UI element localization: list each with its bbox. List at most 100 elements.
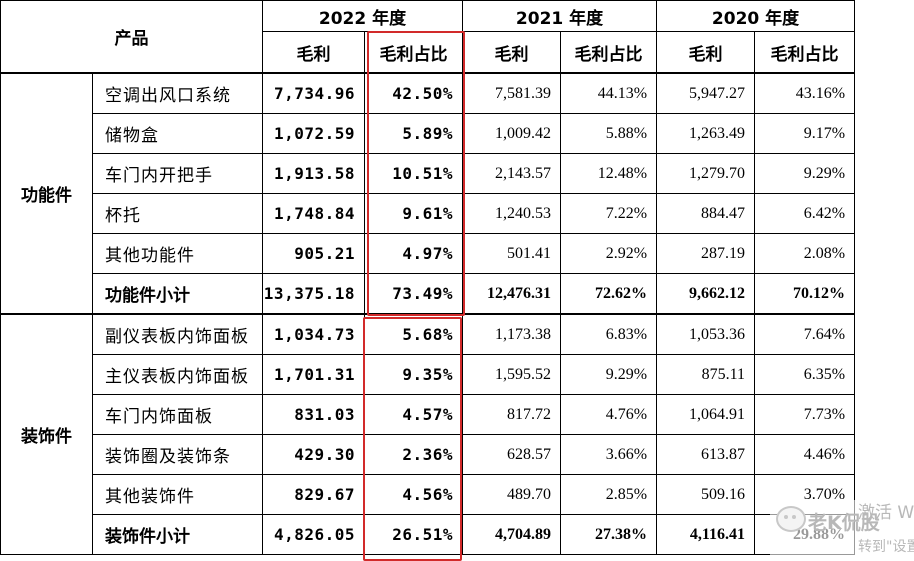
share-2020-cell: 6.35% [754,354,856,395]
gross-2021-cell: 501.41 [462,233,562,274]
gross-2022-cell: 1,701.31 [262,354,365,395]
table-row: 装饰件 副仪表板内饰面板 1,034.73 5.68% 1,173.38 6.83% 1,0… [0,313,856,555]
product-name-cell: 储物盒 [92,113,263,154]
gross-2021-cell: 1,595.52 [462,354,562,395]
share-2020-cell: 7.73% [754,394,856,435]
share-2022-cell: 9.61% [363,193,464,234]
gross-2020-cell: 287.19 [656,233,756,274]
share-2022-cell: 4.97% [363,233,464,274]
table-body: 功能件 空调出风口系统 7,734.96 42.50% 7,581.39 44.13% 5,… [0,72,856,555]
share-2021-cell: 5.88% [560,113,658,154]
header-gross-2021: 毛利 [462,31,562,74]
watermark-settings-text: 转到"设置 [858,539,914,555]
share-2021-cell: 2.92% [560,233,658,274]
gross-2020-cell: 1,263.49 [656,113,756,154]
product-name-cell: 功能件小计 [92,273,263,315]
gross-2020-cell: 509.16 [656,474,756,515]
share-2021-cell: 4.76% [560,394,658,435]
product-name-cell: 装饰件小计 [92,514,263,555]
share-2021-cell: 12.48% [560,153,658,194]
gross-2021-cell: 489.70 [462,474,562,515]
gross-2021-cell: 4,704.89 [462,514,562,555]
gross-2021-cell: 1,009.42 [462,113,562,154]
subtotal-row: 功能件小计 13,375.18 73.49% 12,476.31 72.62% 9,662… [1,273,856,315]
gross-2020-cell: 1,064.91 [656,394,756,435]
gross-2020-cell: 875.11 [656,354,756,395]
product-name-cell: 杯托 [92,193,263,234]
header-share-2021: 毛利占比 [560,31,658,74]
header-share-2020: 毛利占比 [754,31,856,74]
watermark-activate-text: 激活 W [858,503,914,523]
share-2021-cell: 27.38% [560,514,658,555]
table-row: 储物盒 1,072.59 5.89% 1,009.42 5.88% 1,263.49 9.1… [1,113,856,154]
share-2022-cell: 10.51% [363,153,464,194]
gross-profit-table: 产品 2022 年度 2021 年度 2020 年度 毛利 毛利占比 毛利 毛利… [0,0,856,555]
gross-2022-cell: 7,734.96 [262,72,365,114]
table-row: 主仪表板内饰面板 1,701.31 9.35% 1,595.52 9.29% 875.11… [1,354,856,395]
watermark-brand-text: 老K侃股 [808,512,880,534]
share-2022-cell: 2.36% [363,434,464,475]
share-2022-cell: 5.68% [363,313,464,355]
share-2021-cell: 9.29% [560,354,658,395]
product-name-cell: 装饰圈及装饰条 [92,434,263,475]
share-2020-cell: 6.42% [754,193,856,234]
category-cell: 功能件 [0,72,93,315]
gross-2021-cell: 2,143.57 [462,153,562,194]
gross-2022-cell: 429.30 [262,434,365,475]
share-2022-cell: 9.35% [363,354,464,395]
wechat-icon [776,506,806,532]
gross-2022-cell: 1,913.58 [262,153,365,194]
gross-2021-cell: 1,173.38 [462,313,562,355]
table-row: 功能件 空调出风口系统 7,734.96 42.50% 7,581.39 44.13% 5,… [0,72,856,315]
header-year-2022: 2022 年度 [261,0,464,32]
gross-2020-cell: 1,279.70 [656,153,756,194]
share-2020-cell: 7.64% [754,313,856,355]
gross-2021-cell: 12,476.31 [462,273,562,315]
product-name-cell: 其他装饰件 [92,474,263,515]
header-gross-2020: 毛利 [656,31,756,74]
product-name-cell: 其他功能件 [92,233,263,274]
header-share-2022: 毛利占比 [363,31,464,74]
gross-2022-cell: 831.03 [262,394,365,435]
share-2021-cell: 6.83% [560,313,658,355]
share-2021-cell: 7.22% [560,193,658,234]
gross-2022-cell: 905.21 [262,233,365,274]
gross-2022-cell: 829.67 [262,474,365,515]
product-name-cell: 车门内饰面板 [92,394,263,435]
table-row: 车门内饰面板 831.03 4.57% 817.72 4.76% 1,064.91 7.73… [1,394,856,435]
table-row: 装饰圈及装饰条 429.30 2.36% 628.57 3.66% 613.87 4.46% [1,434,856,475]
product-name-cell: 空调出风口系统 [92,72,263,114]
share-2020-cell: 4.46% [754,434,856,475]
header-product: 产品 [0,0,263,74]
header-gross-2022: 毛利 [262,31,365,74]
gross-2020-cell: 613.87 [656,434,756,475]
share-2020-cell: 9.17% [754,113,856,154]
gross-2021-cell: 1,240.53 [462,193,562,234]
gross-2022-cell: 1,748.84 [262,193,365,234]
gross-2022-cell: 4,826.05 [262,514,365,555]
gross-2020-cell: 1,053.36 [656,313,756,355]
header-year-2020: 2020 年度 [656,0,856,32]
gross-2021-cell: 817.72 [462,394,562,435]
gross-2022-cell: 13,375.18 [262,273,365,315]
gross-2022-cell: 1,034.73 [262,313,365,355]
share-2020-cell: 43.16% [754,72,856,114]
share-2020-cell: 70.12% [754,273,856,315]
gross-2020-cell: 9,662.12 [656,273,756,315]
share-2022-cell: 4.56% [363,474,464,515]
share-2022-cell: 4.57% [363,394,464,435]
share-2021-cell: 72.62% [560,273,658,315]
share-2020-cell: 2.08% [754,233,856,274]
product-name-cell: 车门内开把手 [92,153,263,194]
subtotal-row: 装饰件小计 4,826.05 26.51% 4,704.89 27.38% 4,116.4… [1,514,856,555]
gross-2021-cell: 628.57 [462,434,562,475]
header-year-2021: 2021 年度 [462,0,658,32]
gross-2020-cell: 884.47 [656,193,756,234]
share-2020-cell: 9.29% [754,153,856,194]
gross-2021-cell: 7,581.39 [462,72,562,114]
table-row: 其他功能件 905.21 4.97% 501.41 2.92% 287.19 2.08% [1,233,856,274]
product-name-cell: 主仪表板内饰面板 [92,354,263,395]
product-name-cell: 副仪表板内饰面板 [92,313,263,355]
share-2021-cell: 2.85% [560,474,658,515]
gross-2020-cell: 5,947.27 [656,72,756,114]
